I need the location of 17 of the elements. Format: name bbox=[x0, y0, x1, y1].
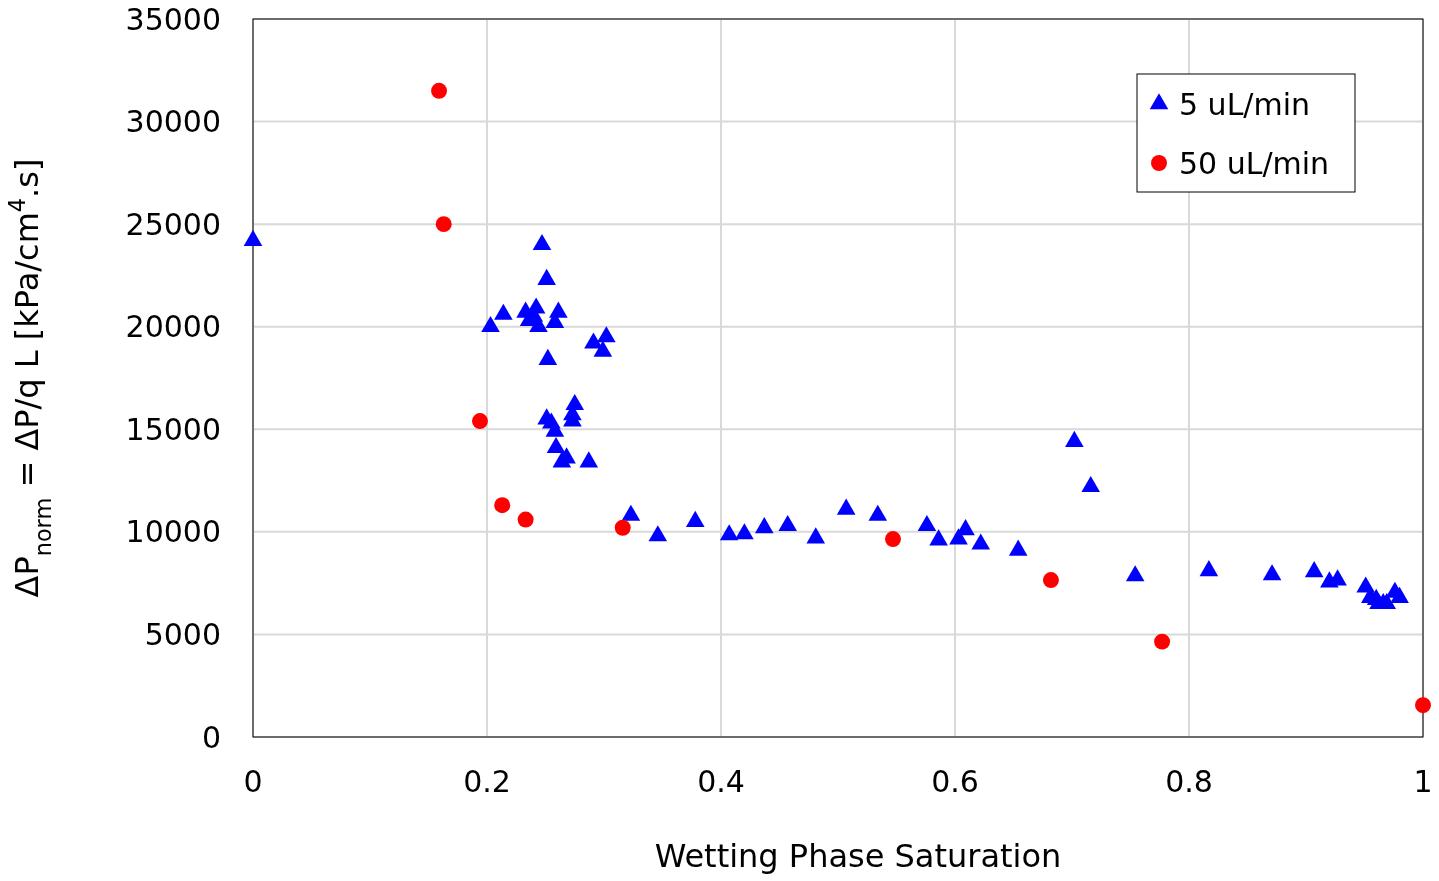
x-tick-label: 0.2 bbox=[463, 764, 511, 799]
legend-label: 50 uL/min bbox=[1179, 145, 1330, 181]
y-tick-label: 25000 bbox=[125, 206, 221, 242]
legend-label: 5 uL/min bbox=[1179, 86, 1311, 122]
y-tick-label: 30000 bbox=[125, 104, 221, 140]
x-axis-title: Wetting Phase Saturation bbox=[654, 837, 1062, 875]
y-tick-label: 15000 bbox=[125, 411, 221, 447]
y-tick-label: 10000 bbox=[125, 514, 221, 550]
y-tick-label: 5000 bbox=[144, 616, 221, 652]
x-tick-label: 0.8 bbox=[1165, 764, 1213, 799]
x-tick-label: 0.6 bbox=[931, 764, 979, 799]
y-tick-label: 20000 bbox=[125, 309, 221, 345]
x-tick-label: 1 bbox=[1413, 764, 1433, 799]
y-tick-label: 35000 bbox=[125, 1, 221, 37]
x-tick-label: 0 bbox=[243, 764, 263, 799]
x-tick-label: 0.4 bbox=[697, 764, 745, 799]
y-tick-label: 0 bbox=[201, 719, 221, 755]
